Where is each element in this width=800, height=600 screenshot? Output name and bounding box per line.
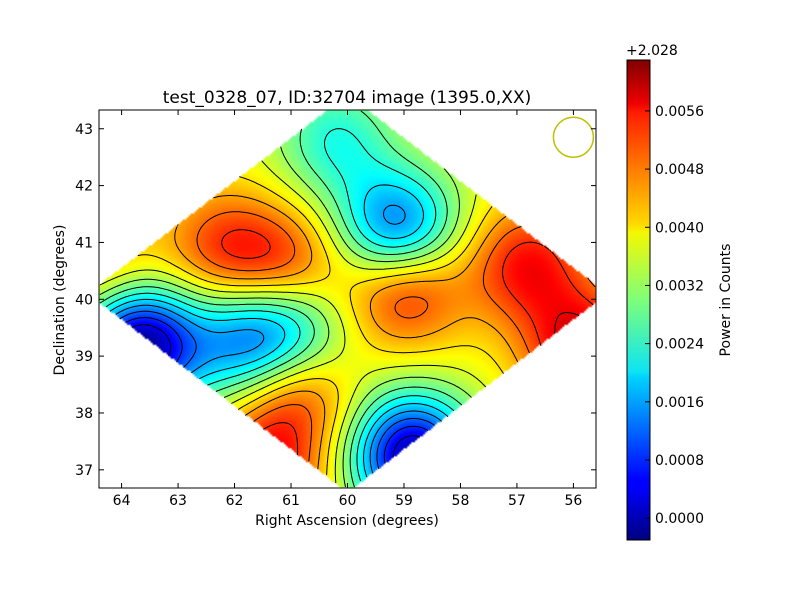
- y-tick-label: 38: [75, 406, 93, 422]
- contour-line: [119, 310, 435, 470]
- x-axis-ticks: 64 63 62 61 60 59 58 57 56: [113, 110, 582, 509]
- x-tick: 61: [282, 110, 300, 509]
- contour-line: [99, 146, 472, 488]
- colorbar-tick: 0.0016: [645, 395, 704, 411]
- colorbar-tick-label: 0.0008: [655, 453, 704, 469]
- y-tick-label: 43: [75, 122, 93, 138]
- x-tick-label: 61: [282, 493, 300, 509]
- contour-line: [137, 176, 504, 476]
- contour-line: [174, 195, 519, 470]
- contour-lines: [99, 110, 596, 488]
- x-tick-label: 58: [452, 493, 470, 509]
- x-tick-label: 56: [564, 493, 582, 509]
- colorbar-ticks: 0.0000 0.0008 0.0016 0.0024 0.0032 0.0040 0.00…: [645, 104, 704, 527]
- beam-circle: [552, 116, 595, 159]
- colorbar-tick-label: 0.0056: [655, 104, 704, 120]
- y-tick: 39: [75, 349, 596, 365]
- colorbar-tick-label: 0.0040: [655, 220, 704, 236]
- x-tick-label: 57: [508, 493, 526, 509]
- contour-line: [125, 317, 429, 464]
- x-tick: 58: [452, 110, 470, 509]
- colorbar-offset-label: +2.028: [626, 43, 678, 59]
- x-tick: 59: [395, 110, 413, 509]
- x-tick: 60: [339, 110, 357, 509]
- contour-line: [99, 160, 487, 484]
- colorbar-tick-label: 0.0048: [655, 162, 704, 178]
- colorbar-tick: 0.0056: [645, 104, 704, 120]
- x-tick-label: 60: [339, 493, 357, 509]
- heatmap-image: [99, 110, 596, 488]
- x-tick: 56: [564, 110, 582, 509]
- y-axis-label: Declination (degrees): [52, 225, 68, 376]
- y-tick: 42: [75, 179, 596, 195]
- y-tick-label: 39: [75, 349, 93, 365]
- colorbar: 0.0000 0.0008 0.0016 0.0024 0.0032 0.0040 0.00…: [626, 43, 734, 541]
- x-tick-label: 64: [113, 493, 131, 509]
- colorbar-tick: 0.0032: [645, 278, 704, 294]
- y-tick: 43: [75, 122, 596, 138]
- colorbar-tick-label: 0.0016: [655, 395, 704, 411]
- y-axis-ticks: 37 38 39 40 41 42 43: [75, 122, 596, 479]
- x-tick: 63: [169, 110, 187, 509]
- contour-line: [554, 312, 580, 334]
- contour-line: [105, 128, 455, 482]
- y-tick-label: 42: [75, 179, 93, 195]
- colorbar-tick: 0.0048: [645, 162, 704, 178]
- colorbar-tick-label: 0.0032: [655, 278, 704, 294]
- contour-line: [196, 211, 596, 462]
- colorbar-tick: 0.0024: [645, 337, 704, 353]
- heatmap-area: [98, 109, 597, 489]
- y-tick-label: 37: [75, 463, 93, 479]
- colorbar-tick: 0.0008: [645, 453, 704, 469]
- chart-title: test_0328_07, ID:32704 image (1395.0,XX): [163, 88, 531, 108]
- x-tick: 62: [226, 110, 244, 509]
- colorbar-tick-label: 0.0024: [655, 337, 704, 353]
- colorbar-gradient: [626, 59, 651, 541]
- y-tick-label: 40: [75, 292, 93, 308]
- contour-line: [131, 324, 421, 458]
- x-tick-label: 59: [395, 493, 413, 509]
- colorbar-tick: 0.0000: [645, 511, 704, 527]
- x-tick-label: 62: [226, 493, 244, 509]
- y-tick: 37: [75, 463, 596, 479]
- contour-line: [221, 229, 594, 456]
- contour-line: [99, 110, 463, 488]
- x-tick: 57: [508, 110, 526, 509]
- y-tick-label: 41: [75, 235, 93, 251]
- y-tick: 41: [75, 235, 596, 251]
- contour-line: [115, 204, 443, 474]
- y-tick: 38: [75, 406, 596, 422]
- x-tick: 64: [113, 110, 131, 509]
- x-axis-label: Right Ascension (degrees): [255, 513, 439, 529]
- y-tick: 40: [75, 292, 596, 308]
- colorbar-label: Power in Counts: [718, 244, 734, 357]
- contour-line: [109, 184, 449, 478]
- x-tick-label: 63: [169, 493, 187, 509]
- colorbar-tick-label: 0.0000: [655, 511, 704, 527]
- colorbar-tick: 0.0040: [645, 220, 704, 236]
